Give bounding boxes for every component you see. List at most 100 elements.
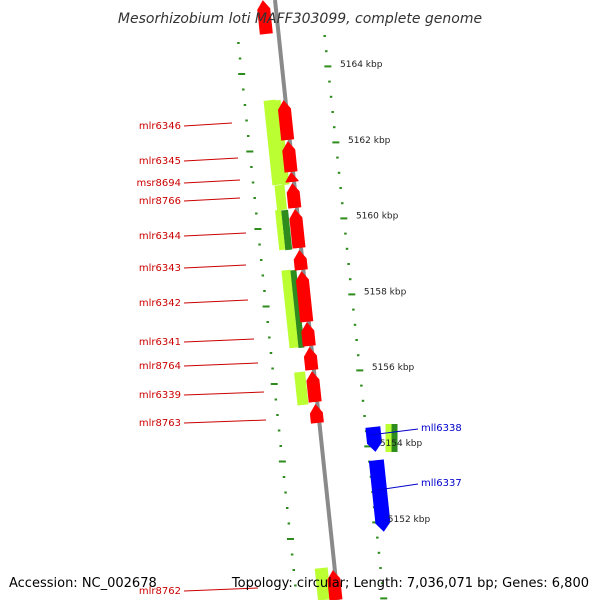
gene-arrow[interactable] [365, 426, 383, 452]
cds-segment [290, 269, 305, 349]
gene-leader-line [183, 197, 241, 202]
kbp-tick-label: 5154 kbp [380, 439, 423, 449]
tick-mark [355, 339, 358, 341]
gene-leader-line [183, 179, 241, 184]
tick-mark [258, 243, 261, 246]
tick-mark [340, 202, 344, 205]
tick-mark [292, 569, 295, 571]
cds-segment [385, 424, 392, 452]
tick-mark [259, 259, 263, 261]
gene-arrow[interactable] [300, 321, 316, 347]
tick-mark [331, 111, 334, 113]
gene-arrow[interactable] [368, 459, 391, 532]
gene-arrow[interactable] [309, 403, 324, 424]
cds-segment [391, 424, 398, 452]
gene-label[interactable]: mlr6346 [139, 121, 181, 132]
gene-label[interactable]: mlr8762 [139, 586, 181, 597]
accession-text: Accession: NC_002678 [9, 576, 157, 591]
tick-mark [337, 171, 341, 174]
tick-mark [379, 567, 382, 569]
tick-mark [286, 538, 294, 540]
tick-mark [336, 156, 339, 159]
tick-mark [324, 65, 332, 68]
tick-mark [345, 247, 349, 250]
tick-mark [364, 445, 372, 448]
tick-mark [294, 584, 297, 587]
tick-mark [255, 212, 258, 215]
gene-arrow[interactable] [295, 270, 314, 323]
tick-mark [254, 228, 262, 230]
tick-mark [352, 308, 355, 311]
tick-mark [329, 95, 333, 98]
gene-arrow[interactable] [303, 346, 319, 371]
tick-mark [237, 42, 240, 44]
gene-arrow[interactable] [305, 370, 322, 403]
gene-arrow[interactable] [286, 182, 302, 209]
tick-mark [287, 522, 291, 525]
cds-segment [275, 209, 286, 251]
gene-label[interactable]: mll6338 [421, 423, 462, 434]
tick-mark [344, 232, 347, 235]
tick-mark [325, 50, 328, 53]
cds-segment [281, 269, 299, 349]
tick-mark [347, 263, 350, 265]
gene-arrow[interactable] [277, 99, 295, 141]
gene-leader-line [183, 122, 233, 127]
tick-mark [276, 414, 279, 416]
gene-leader-line [183, 157, 239, 162]
tick-mark [271, 367, 274, 370]
gene-label[interactable]: mlr6342 [139, 298, 181, 309]
kbp-tick-label: 5156 kbp [372, 363, 415, 373]
gene-arrow[interactable] [281, 140, 298, 173]
gene-label[interactable]: mlr8766 [139, 196, 181, 207]
gene-arrow[interactable] [256, 0, 273, 35]
tick-mark [242, 88, 245, 91]
tick-mark [246, 135, 250, 137]
gene-labels: mlr6346 mlr6345 msr8694 mlr8766 mlr6344 mlr63… [136, 121, 461, 597]
tick-mark [285, 507, 289, 509]
gene-leader-line [183, 419, 267, 424]
tick-mark [340, 217, 348, 220]
tick-mark [250, 166, 253, 168]
gene-label[interactable]: mlr6341 [139, 337, 181, 348]
gene-label[interactable]: mll6337 [421, 478, 462, 489]
topology-text: Topology: circular; Length: 7,036,071 bp… [231, 576, 589, 591]
tick-mark [282, 476, 286, 478]
gene-leader-line [183, 338, 255, 343]
tick-mark [380, 597, 388, 600]
cds-segment [274, 184, 288, 211]
tick-mark [279, 445, 282, 447]
gene-leader-line [377, 483, 419, 491]
gene-arrow[interactable] [285, 171, 299, 183]
tick-mark [356, 354, 360, 357]
gene-label[interactable]: mlr8764 [139, 361, 181, 372]
gene-leader-line [183, 362, 259, 367]
left-tick-marks [237, 42, 297, 587]
cds-segment [314, 567, 331, 600]
gene-label[interactable]: mlr8763 [139, 418, 181, 429]
tick-mark [380, 582, 384, 585]
gene-label[interactable]: msr8694 [136, 178, 181, 189]
gene-arrow[interactable] [288, 208, 306, 249]
gene-label[interactable]: mlr6343 [139, 263, 181, 274]
gene-arrow[interactable] [293, 249, 308, 271]
tick-mark [328, 80, 331, 83]
tick-mark [245, 119, 248, 122]
gene-leader-line [183, 587, 259, 592]
tick-mark [270, 383, 278, 385]
gene-label[interactable]: mlr6344 [139, 231, 181, 242]
tick-mark [246, 150, 254, 153]
gene-label[interactable]: mlr6339 [139, 390, 181, 401]
tick-mark [360, 384, 363, 387]
gene-leader-line [183, 391, 265, 396]
kbp-tick-label: 5158 kbp [364, 287, 407, 297]
gene-leader-line [183, 232, 247, 237]
kbp-tick-label: 5152 kbp [388, 515, 431, 525]
tick-mark [251, 181, 255, 184]
gene-label[interactable]: mlr6345 [139, 156, 181, 167]
gene-arrow[interactable] [326, 569, 343, 600]
tick-mark [376, 536, 379, 539]
tick-mark [238, 73, 246, 75]
tick-mark [348, 278, 352, 281]
